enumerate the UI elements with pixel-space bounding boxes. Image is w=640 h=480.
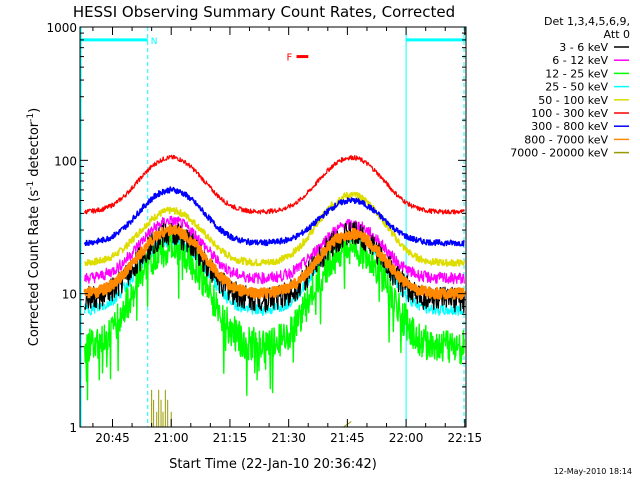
x-tick-label: 22:15 — [448, 431, 483, 445]
y-tick-label: 1000 — [46, 21, 77, 35]
x-tick-label: 20:45 — [95, 431, 130, 445]
x-tick-label: 21:30 — [271, 431, 306, 445]
axis-layer: 20:45 21:00 21:15 21:30 21:45 22:00 22:15 1 10 10… — [46, 21, 482, 445]
series-line-8 — [83, 223, 466, 300]
footer-timestamp: 12-May-2010 18:14 — [554, 467, 632, 476]
y-tick-label: 100 — [54, 154, 77, 168]
y-axis-label: Corrected Count Rate (s-1 detector-1) — [26, 108, 42, 346]
x-axis-label: Start Time (22-Jan-10 20:36:42) — [169, 457, 377, 472]
legend-header-attenuator: Att 0 — [604, 28, 630, 41]
legend-header-detectors: Det 1,3,4,5,6,9, — [544, 15, 630, 28]
series-layer — [83, 154, 466, 428]
legend-label: 7000 - 20000 keV — [510, 147, 608, 160]
annotation-layer: NF — [80, 27, 466, 427]
series-line-3 — [84, 230, 465, 401]
x-tick-label: 21:00 — [154, 431, 189, 445]
series-line-7 — [83, 186, 465, 247]
chart-title: HESSI Observing Summary Count Rates, Cor… — [73, 3, 455, 21]
x-tick-label: 21:15 — [213, 431, 248, 445]
legend-label: 25 - 50 keV — [545, 81, 608, 94]
y-tick-label: 1 — [69, 421, 77, 435]
plot-frame — [79, 26, 467, 428]
legend-label: 300 - 800 keV — [531, 120, 608, 133]
x-tick-label: 22:00 — [389, 431, 424, 445]
series-line-5 — [84, 191, 466, 267]
legend-label: 800 - 7000 keV — [524, 133, 608, 146]
series-line-2 — [84, 215, 465, 285]
legend-label: 100 - 300 keV — [531, 107, 608, 120]
flare-label: F — [286, 53, 292, 64]
legend-label: 3 - 6 keV — [559, 41, 608, 54]
legend-label: 12 - 25 keV — [545, 67, 608, 80]
y-tick-label: 10 — [62, 288, 77, 302]
legend-label: 50 - 100 keV — [538, 94, 608, 107]
x-tick-label: 21:45 — [330, 431, 365, 445]
series-line-6 — [84, 154, 465, 215]
night-label: N — [151, 37, 158, 47]
legend-label: 6 - 12 keV — [552, 54, 608, 67]
